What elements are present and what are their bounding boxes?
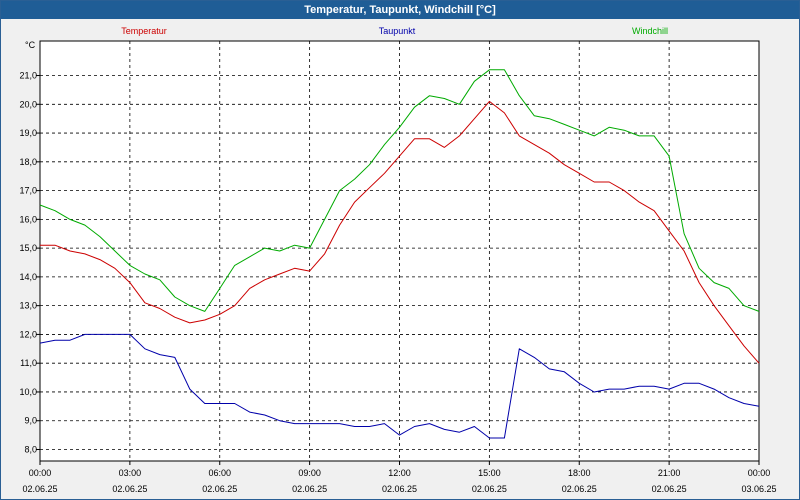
series-lines <box>39 69 760 439</box>
grid <box>36 41 760 465</box>
x-tick-date-label: 02.06.25 <box>202 484 237 494</box>
y-tick-label: 20,0 <box>19 99 37 109</box>
x-tick-date-label: 02.06.25 <box>652 484 687 494</box>
x-tick-time-label: 00:00 <box>29 468 52 478</box>
x-tick-time-label: 03:00 <box>119 468 142 478</box>
y-tick-label: 15,0 <box>19 243 37 253</box>
y-tick-label: 18,0 <box>19 157 37 167</box>
y-tick-label: 19,0 <box>19 128 37 138</box>
x-tick-time-label: 00:00 <box>748 468 771 478</box>
series-line-taupunkt <box>39 333 760 439</box>
x-tick-time-label: 15:00 <box>478 468 501 478</box>
y-tick-label: 17,0 <box>19 186 37 196</box>
y-tick-label: 11,0 <box>20 358 37 368</box>
y-axis-unit-label: °C <box>25 40 36 50</box>
y-tick-label: 10,0 <box>19 387 37 397</box>
x-tick-time-label: 06:00 <box>208 468 231 478</box>
legend-entry-taupunkt: Taupunkt <box>379 26 416 36</box>
x-tick-date-label: 02.06.25 <box>112 484 147 494</box>
y-tick-label: 12,0 <box>19 329 37 339</box>
x-tick-date-label: 03.06.25 <box>741 484 776 494</box>
y-tick-label: 13,0 <box>19 301 37 311</box>
y-tick-label: 9,0 <box>24 416 37 426</box>
tick-labels: 8,0 9,0 10,0 11,0 12,0 13,0 14,0 15,0 16,0 17,0 18… <box>19 71 776 494</box>
x-tick-time-label: 09:00 <box>298 468 321 478</box>
x-tick-date-label: 02.06.25 <box>472 484 507 494</box>
legend-entry-temperatur: Temperatur <box>121 26 167 36</box>
window-title: Temperatur, Taupunkt, Windchill [°C] <box>1 1 799 19</box>
legend-entry-windchill: Windchill <box>632 26 668 36</box>
x-tick-date-label: 02.06.25 <box>382 484 417 494</box>
x-tick-date-label: 02.06.25 <box>292 484 327 494</box>
y-tick-label: 16,0 <box>19 214 37 224</box>
x-tick-time-label: 21:00 <box>658 468 681 478</box>
y-tick-label: 8,0 <box>24 444 37 454</box>
series-line-windchill <box>39 69 760 312</box>
x-tick-time-label: 12:00 <box>388 468 411 478</box>
series-line-temperatur <box>40 100 760 364</box>
x-tick-date-label: 02.06.25 <box>562 484 597 494</box>
y-tick-label: 21,0 <box>19 71 37 81</box>
y-tick-label: 14,0 <box>19 272 37 282</box>
x-tick-date-label: 02.06.25 <box>22 484 57 494</box>
legend: Temperatur Taupunkt Windchill <box>121 26 668 36</box>
x-tick-time-label: 18:00 <box>568 468 591 478</box>
